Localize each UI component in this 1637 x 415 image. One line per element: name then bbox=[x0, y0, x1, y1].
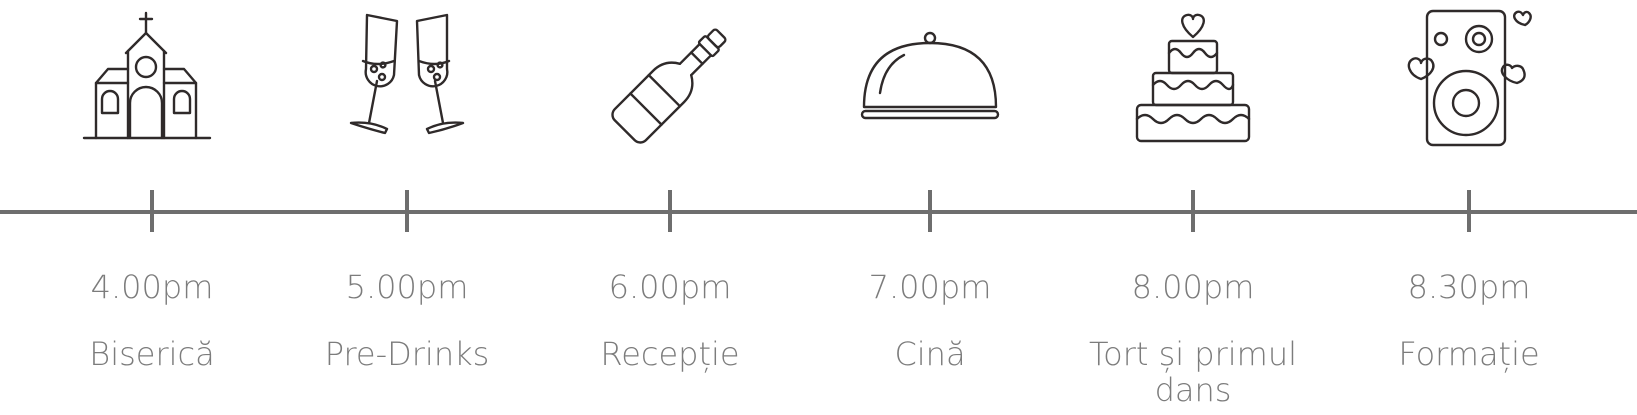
speaker-hearts-icon bbox=[1399, 5, 1539, 155]
timeline-tick bbox=[668, 190, 672, 232]
champagne-bottle-icon bbox=[600, 5, 740, 155]
champagne-glasses-icon bbox=[337, 5, 477, 155]
timeline-tick bbox=[1467, 190, 1471, 232]
timeline-event-reception: 6.00pm Recepție bbox=[560, 0, 780, 415]
event-label: Pre-Drinks bbox=[324, 335, 490, 373]
timeline-event-cake-first-dance: 8.00pm Tort și primul dans bbox=[1083, 0, 1303, 415]
timeline-tick bbox=[1191, 190, 1195, 232]
event-time: 7.00pm bbox=[868, 268, 992, 306]
event-time: 5.00pm bbox=[345, 268, 469, 306]
timeline-tick bbox=[150, 190, 154, 232]
event-label: Cină bbox=[894, 335, 966, 373]
timeline-axis-line bbox=[0, 210, 1637, 214]
event-label: Formație bbox=[1398, 335, 1540, 373]
event-time: 4.00pm bbox=[90, 268, 214, 306]
timeline-tick bbox=[405, 190, 409, 232]
timeline-tick bbox=[928, 190, 932, 232]
timeline-event-pre-drinks: 5.00pm Pre-Drinks bbox=[297, 0, 517, 415]
timeline-event-dinner: 7.00pm Cină bbox=[820, 0, 1040, 415]
wedding-cake-icon bbox=[1123, 5, 1263, 155]
church-icon bbox=[82, 5, 222, 155]
event-label: Biserică bbox=[89, 335, 215, 373]
timeline-event-band: 8.30pm Formație bbox=[1359, 0, 1579, 415]
event-label: Tort și primul dans bbox=[1089, 335, 1297, 409]
event-time: 8.30pm bbox=[1407, 268, 1531, 306]
timeline-event-church: 4.00pm Biserică bbox=[42, 0, 262, 415]
event-label: Recepție bbox=[600, 335, 740, 373]
event-time: 8.00pm bbox=[1131, 268, 1255, 306]
food-cloche-icon bbox=[860, 5, 1000, 155]
event-time: 6.00pm bbox=[608, 268, 732, 306]
